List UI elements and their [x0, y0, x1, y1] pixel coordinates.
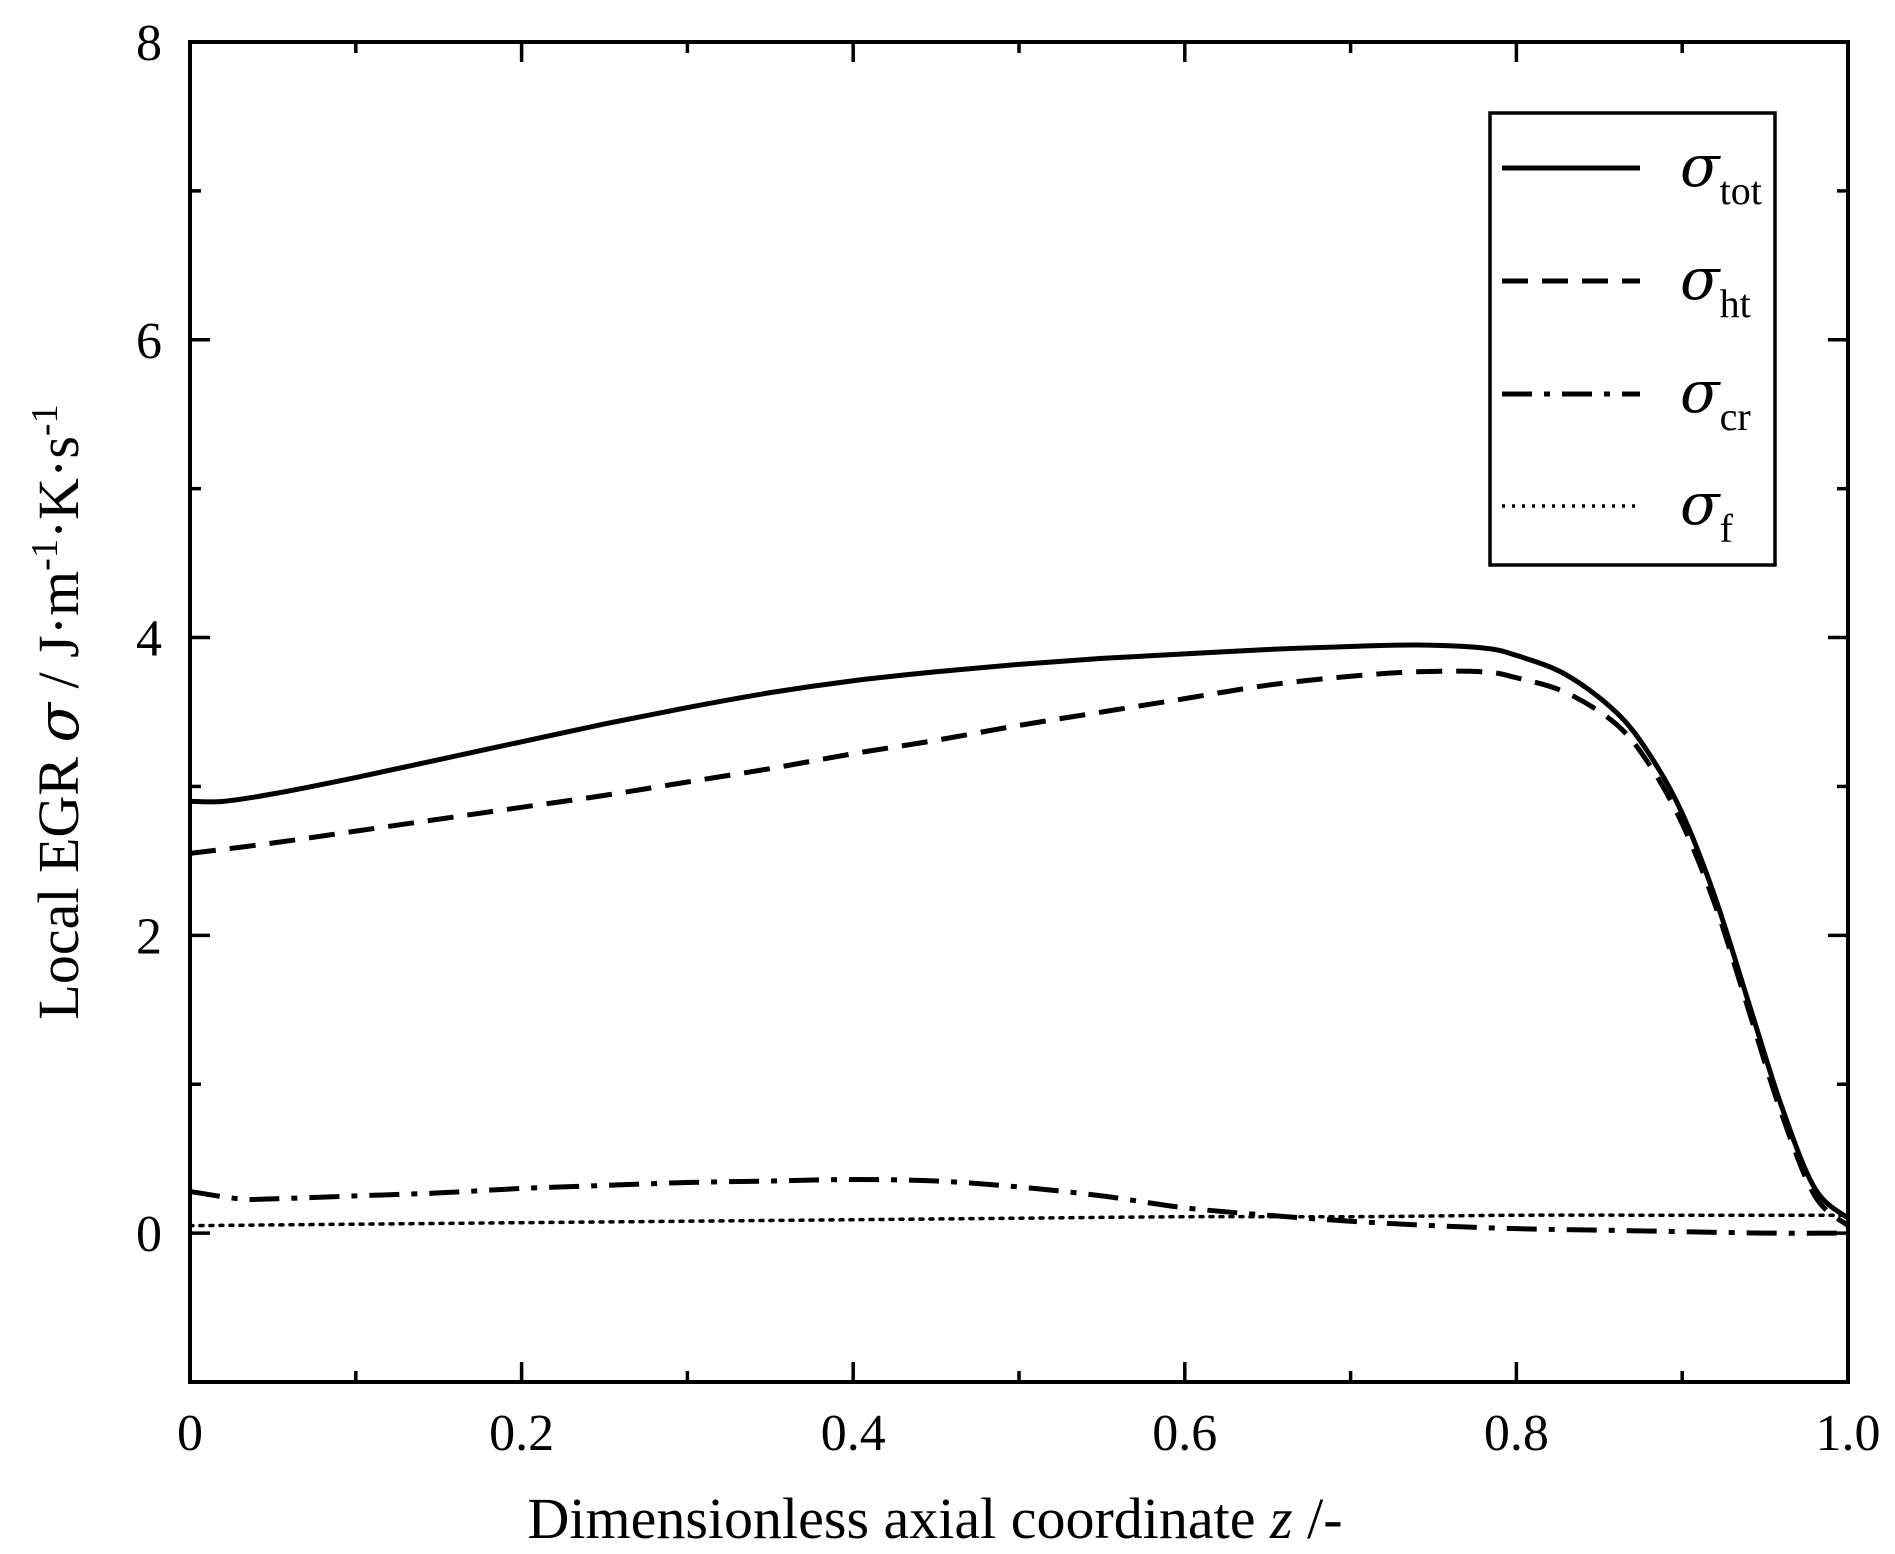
y-tick-label: 0: [136, 1206, 162, 1263]
series-line-f: [190, 1213, 1848, 1228]
x-tick-label: 0.8: [1484, 1405, 1549, 1462]
y-axis-title: Local EGR σ / J·m-1·K·s-1: [24, 404, 92, 1019]
x-tick-label: 0: [177, 1405, 203, 1462]
y-tick-label: 2: [136, 908, 162, 965]
y-tick-label: 4: [136, 611, 162, 668]
x-axis-title: Dimensionless axial coordinate z /-: [527, 1486, 1342, 1551]
x-tick-label: 0.2: [489, 1405, 554, 1462]
legend-label-tot: σtot: [1680, 132, 1762, 213]
series-line-tot: [190, 642, 1848, 1221]
series-layer: [190, 642, 1848, 1236]
axis-ticks: [188, 40, 1850, 1384]
legend-box: [1488, 111, 1777, 567]
legend-label-ht: σht: [1680, 245, 1751, 326]
y-tick-labels: 0 2 4 6 8: [136, 15, 162, 1263]
y-tick-label: 8: [136, 15, 162, 72]
legend-label-cr: σcr: [1680, 358, 1751, 439]
legend-label-f: σf: [1680, 470, 1734, 551]
x-tick-label: 1.0: [1816, 1405, 1881, 1462]
series-line-cr: [190, 1177, 1848, 1236]
x-tick-labels: 0 0.2 0.4 0.6 0.8 1.0: [177, 1405, 1881, 1462]
series-line-ht: [190, 668, 1848, 1228]
legend: σtot σht σcr σf: [1488, 111, 1777, 567]
y-tick-label: 6: [136, 313, 162, 370]
x-tick-label: 0.4: [821, 1405, 886, 1462]
x-tick-label: 0.6: [1152, 1405, 1217, 1462]
